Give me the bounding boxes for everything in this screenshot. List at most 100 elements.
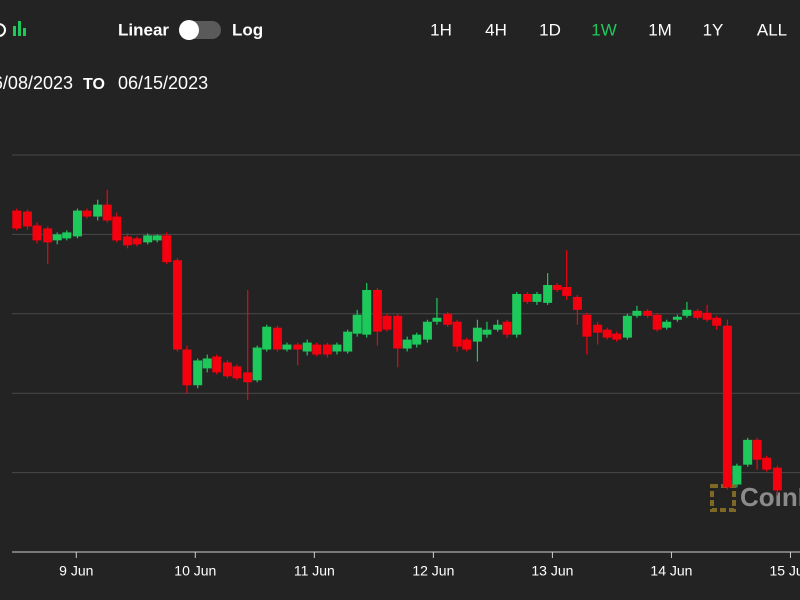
candle-body bbox=[593, 324, 603, 333]
candle-body bbox=[312, 344, 322, 355]
candle-body bbox=[362, 289, 372, 335]
candle-body bbox=[422, 321, 432, 340]
candle-body bbox=[532, 293, 542, 302]
candle-body bbox=[432, 317, 442, 322]
candle-body bbox=[82, 210, 92, 217]
candle-body bbox=[332, 344, 342, 352]
candle-body bbox=[152, 235, 162, 241]
candle-body bbox=[293, 344, 303, 350]
candle-body bbox=[622, 315, 632, 338]
candle-body bbox=[102, 204, 112, 221]
bar-chart-icon[interactable] bbox=[13, 21, 26, 36]
date-from[interactable]: 06/08/2023 bbox=[0, 73, 73, 93]
candle-body bbox=[222, 362, 232, 377]
scale-option[interactable]: Linear bbox=[118, 20, 169, 39]
candle-body bbox=[162, 235, 172, 263]
candle-body bbox=[193, 360, 203, 386]
candle-body bbox=[652, 314, 662, 330]
x-tick-label: 9 Jun bbox=[59, 563, 93, 579]
date-to-label: TO bbox=[83, 76, 105, 93]
candle-body bbox=[572, 296, 582, 310]
range-button[interactable]: 1Y bbox=[703, 20, 724, 39]
candle-body bbox=[393, 315, 403, 349]
x-tick-label: 10 Jun bbox=[174, 563, 216, 579]
candle-body bbox=[172, 260, 182, 350]
candle-body bbox=[232, 366, 242, 379]
candle-body bbox=[182, 349, 192, 386]
range-button[interactable]: ALL bbox=[757, 20, 787, 39]
candle-body bbox=[482, 329, 492, 335]
candle-body bbox=[43, 228, 53, 243]
x-tick-label: 11 Jun bbox=[294, 563, 335, 579]
candle-body bbox=[643, 310, 653, 316]
chart-type-icon[interactable] bbox=[0, 23, 6, 37]
candle-body bbox=[552, 285, 562, 290]
candle-body bbox=[93, 204, 103, 217]
candle-body bbox=[662, 321, 672, 328]
date-to[interactable]: 06/15/2023 bbox=[118, 73, 208, 93]
range-button[interactable]: 4H bbox=[485, 20, 507, 39]
candle-body bbox=[672, 316, 682, 320]
candle-body bbox=[502, 321, 512, 335]
candle-body bbox=[243, 372, 253, 383]
candle-body bbox=[382, 315, 392, 330]
candle-body bbox=[493, 324, 503, 330]
candle-body bbox=[602, 329, 612, 338]
range-button[interactable]: 1H bbox=[430, 20, 452, 39]
range-button[interactable]: 1D bbox=[539, 20, 561, 39]
candle-body bbox=[202, 358, 212, 369]
candle-body bbox=[412, 334, 422, 345]
candle-body bbox=[752, 439, 762, 460]
candle-body bbox=[32, 225, 42, 241]
candle-body bbox=[462, 339, 472, 350]
watermark-text: CoinDesk bbox=[740, 482, 800, 512]
candle-body bbox=[132, 238, 142, 245]
candle-body bbox=[322, 344, 332, 355]
candle-body bbox=[522, 293, 532, 302]
x-tick-label: 14 Jun bbox=[650, 563, 692, 579]
x-tick-label: 12 Jun bbox=[412, 563, 454, 579]
range-button[interactable]: 1M bbox=[648, 20, 672, 39]
candle-body bbox=[282, 344, 292, 350]
candle-body bbox=[582, 314, 592, 337]
candle-body bbox=[212, 356, 222, 373]
candle-body bbox=[452, 321, 462, 347]
candle-body bbox=[702, 312, 712, 320]
candle-body bbox=[722, 325, 732, 488]
candle-body bbox=[693, 310, 703, 318]
candle-body bbox=[252, 347, 262, 381]
candle-body bbox=[512, 293, 522, 335]
candle-body bbox=[72, 210, 82, 237]
x-tick-label: 15 Jun bbox=[769, 563, 800, 579]
candle-body bbox=[143, 235, 153, 243]
candle-body bbox=[543, 285, 553, 303]
candle-body bbox=[682, 309, 692, 316]
scale-option[interactable]: Log bbox=[232, 20, 263, 39]
candle-body bbox=[272, 327, 282, 350]
candle-body bbox=[22, 211, 32, 227]
candle-body bbox=[632, 310, 642, 316]
candle-body bbox=[743, 439, 753, 465]
candle-body bbox=[612, 333, 622, 340]
candle-body bbox=[402, 339, 412, 349]
candle-body bbox=[352, 314, 362, 334]
candle-body bbox=[562, 287, 572, 296]
candle-body bbox=[343, 331, 353, 352]
candle-body bbox=[262, 326, 272, 350]
candle-body bbox=[772, 467, 782, 491]
scale-toggle[interactable] bbox=[179, 20, 221, 40]
candle-body bbox=[443, 313, 453, 325]
candle-body bbox=[372, 289, 382, 332]
candle-body bbox=[62, 232, 72, 239]
candle-body bbox=[762, 457, 772, 470]
candle-body bbox=[302, 342, 312, 352]
x-tick-label: 13 Jun bbox=[531, 563, 573, 579]
candle-body bbox=[712, 317, 722, 326]
watermark: CoinDesk bbox=[710, 482, 800, 512]
candle-body bbox=[122, 236, 132, 246]
candle-body bbox=[472, 327, 482, 342]
candle-body bbox=[112, 216, 122, 241]
range-button[interactable]: 1W bbox=[591, 20, 617, 39]
